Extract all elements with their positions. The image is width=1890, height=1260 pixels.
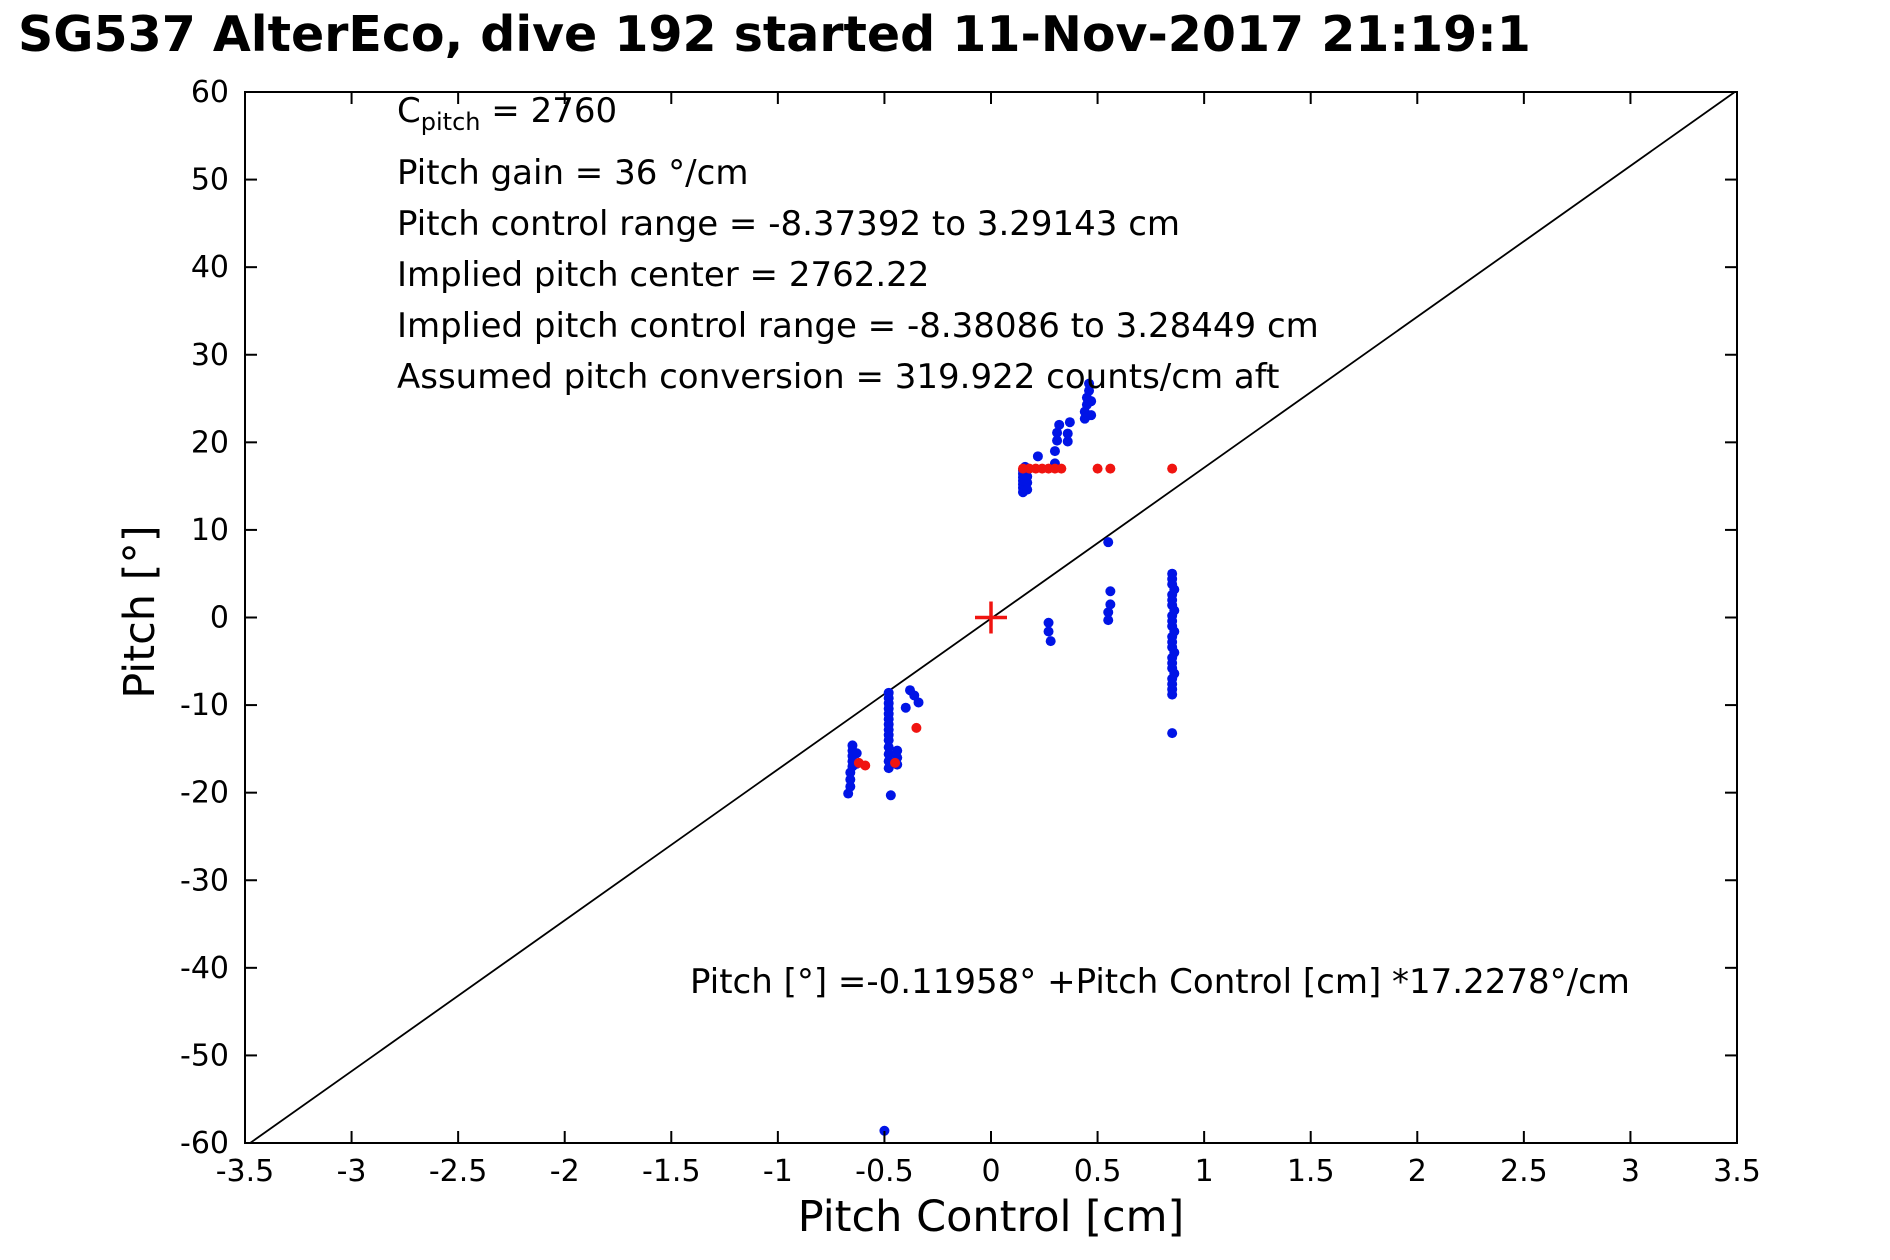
y-tick-label: -10 [180, 688, 229, 723]
annotation-block: Cpitch = 2760 Pitch gain = 36 °/cm Pitch… [397, 86, 1319, 403]
x-tick-label: -2 [550, 1154, 580, 1189]
y-tick-label: 40 [191, 250, 229, 285]
x-tick-label: 2.5 [1500, 1154, 1548, 1189]
figure-title: SG537 AlterEco, dive 192 started 11-Nov-… [18, 6, 1531, 63]
tick-labels: -3.5 -3 -2.5 -2 -1.5 -1 -0.5 0 0.5 1 1.5 2 2.5 3 3.5 -6… [180, 75, 1761, 1189]
y-tick-label: 10 [191, 513, 229, 548]
y-tick-label: -60 [180, 1126, 229, 1161]
y-tick-label: 20 [191, 425, 229, 460]
axis-ticks [244, 91, 1738, 1144]
x-tick-label: 3.5 [1713, 1154, 1761, 1189]
x-tick-label: 1 [1195, 1154, 1214, 1189]
y-tick-label: -50 [180, 1038, 229, 1073]
fit-equation-label: Pitch [°] =-0.11958° +Pitch Control [cm]… [690, 962, 1630, 1002]
y-tick-label: -30 [180, 863, 229, 898]
annotation-implied-pitch-center: Implied pitch center = 2762.22 [397, 254, 930, 295]
y-tick-label: -20 [180, 776, 229, 811]
x-tick-label: -2.5 [429, 1154, 488, 1189]
y-tick-label: -40 [180, 951, 229, 986]
x-tick-label: -3.5 [216, 1154, 275, 1189]
x-tick-label: 2 [1408, 1154, 1427, 1189]
x-tick-label: -1 [763, 1154, 793, 1189]
annotation-cpitch: Cpitch = 2760 [397, 91, 618, 136]
x-tick-label: 0.5 [1074, 1154, 1122, 1189]
y-tick-label: 60 [191, 75, 229, 110]
annotation-pitch-gain: Pitch gain = 36 °/cm [397, 152, 749, 193]
x-tick-label: -1.5 [642, 1154, 701, 1189]
x-tick-label: -0.5 [855, 1154, 914, 1189]
series-flagged-pitch [853, 463, 1178, 771]
series-observed-pitch [843, 378, 1180, 1136]
y-axis-label: Pitch [°] [115, 525, 165, 699]
annotation-assumed-pitch-conversion: Assumed pitch conversion = 319.922 count… [397, 356, 1280, 397]
x-axis-label: Pitch Control [cm] [797, 1192, 1185, 1242]
x-tick-label: -3 [337, 1154, 367, 1189]
y-tick-label: 30 [191, 338, 229, 373]
annotation-implied-pitch-control-range: Implied pitch control range = -8.38086 t… [397, 305, 1319, 346]
annotation-pitch-control-range: Pitch control range = -8.37392 to 3.2914… [397, 203, 1181, 244]
x-tick-label: 0 [981, 1154, 1000, 1189]
series-pitch-center-marker [975, 601, 1007, 634]
x-tick-label: 3 [1621, 1154, 1640, 1189]
y-tick-label: 50 [191, 163, 229, 198]
y-tick-label: 0 [210, 601, 229, 636]
x-tick-label: 1.5 [1287, 1154, 1335, 1189]
